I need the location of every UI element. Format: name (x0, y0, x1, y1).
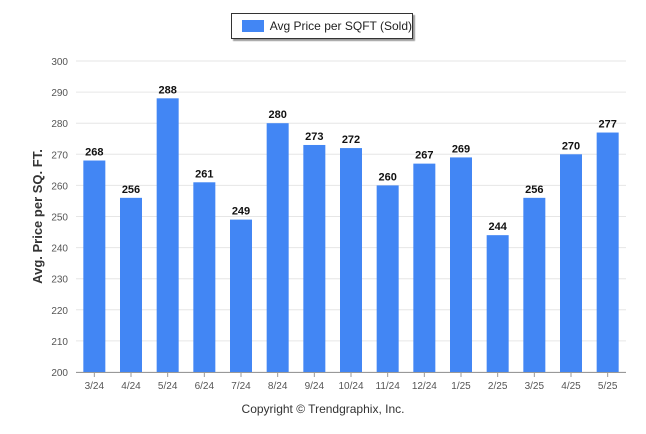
bar-value-label: 280 (268, 109, 286, 121)
x-tick-label: 4/24 (121, 381, 141, 392)
bar-value-label: 272 (342, 134, 360, 146)
bar (230, 219, 252, 372)
bar-value-label: 270 (562, 140, 580, 152)
y-tick-label: 250 (51, 213, 68, 224)
x-tick-label: 2/25 (488, 381, 508, 392)
x-tick-label: 5/24 (158, 381, 178, 392)
bar (340, 148, 362, 372)
bar-value-label: 256 (122, 184, 140, 196)
y-tick-label: 220 (51, 306, 68, 317)
bar-value-label: 269 (452, 143, 470, 155)
bar (596, 132, 619, 372)
legend-swatch (242, 20, 264, 32)
y-tick-label: 280 (51, 119, 68, 130)
x-tick-label: 11/24 (376, 381, 401, 392)
bar-value-label: 244 (488, 221, 507, 233)
x-tick-label: 4/25 (561, 381, 581, 392)
bar-value-label: 273 (305, 131, 323, 143)
bar-value-label: 268 (85, 147, 103, 159)
x-tick-label: 1/25 (451, 381, 471, 392)
y-tick-label: 210 (51, 337, 68, 348)
x-tick-label: 3/25 (525, 381, 545, 392)
y-tick-label: 240 (51, 244, 68, 255)
bar-value-label: 256 (525, 184, 543, 196)
bar (376, 185, 399, 372)
legend-label: Avg Price per SQFT (Sold) (269, 19, 412, 33)
x-tick-label: 6/24 (195, 381, 215, 392)
bar-value-label: 261 (195, 168, 213, 180)
y-tick-label: 290 (51, 88, 68, 99)
y-tick-label: 200 (51, 368, 68, 379)
bar (156, 98, 179, 372)
x-tick-label: 12/24 (412, 381, 437, 392)
x-tick-label: 8/24 (268, 381, 288, 392)
y-tick-label: 230 (51, 275, 68, 286)
bar-labels: 268 256 288 261 249 280 273 272 260 267 269 244 256 2… (85, 84, 617, 233)
legend[interactable]: Avg Price per SQFT (Sold) (231, 13, 413, 39)
bar-value-label: 267 (415, 150, 433, 162)
x-tick-label: 3/24 (85, 381, 105, 392)
y-tick-label: 260 (51, 181, 68, 192)
x-tick-label: 5/25 (598, 381, 618, 392)
bar (120, 197, 142, 372)
axes: 200 210 220 230 240 250 260 270 280 290 300 3/24 4/2… (51, 57, 626, 392)
y-axis-label: Avg. Price per SQ. FT. (30, 149, 45, 284)
bar (266, 123, 289, 372)
x-tick-label: 10/24 (338, 381, 363, 392)
x-tick-label: 7/24 (231, 381, 251, 392)
bar-value-label: 260 (378, 171, 396, 183)
copyright-footer: Copyright © Trendgraphix, Inc. (241, 402, 405, 416)
bar (413, 163, 436, 372)
bar (486, 235, 509, 372)
bar (303, 144, 326, 372)
bar (83, 160, 106, 372)
bar (560, 154, 582, 372)
y-tick-label: 300 (51, 57, 68, 68)
x-tick-label: 9/24 (305, 381, 325, 392)
bar-value-label: 277 (598, 119, 616, 131)
bar (523, 197, 546, 372)
bar-value-label: 249 (232, 206, 250, 218)
y-tick-label: 270 (51, 150, 68, 161)
bar (193, 182, 216, 372)
bar-value-label: 288 (158, 84, 176, 96)
bars (83, 98, 619, 372)
bar (450, 157, 472, 372)
